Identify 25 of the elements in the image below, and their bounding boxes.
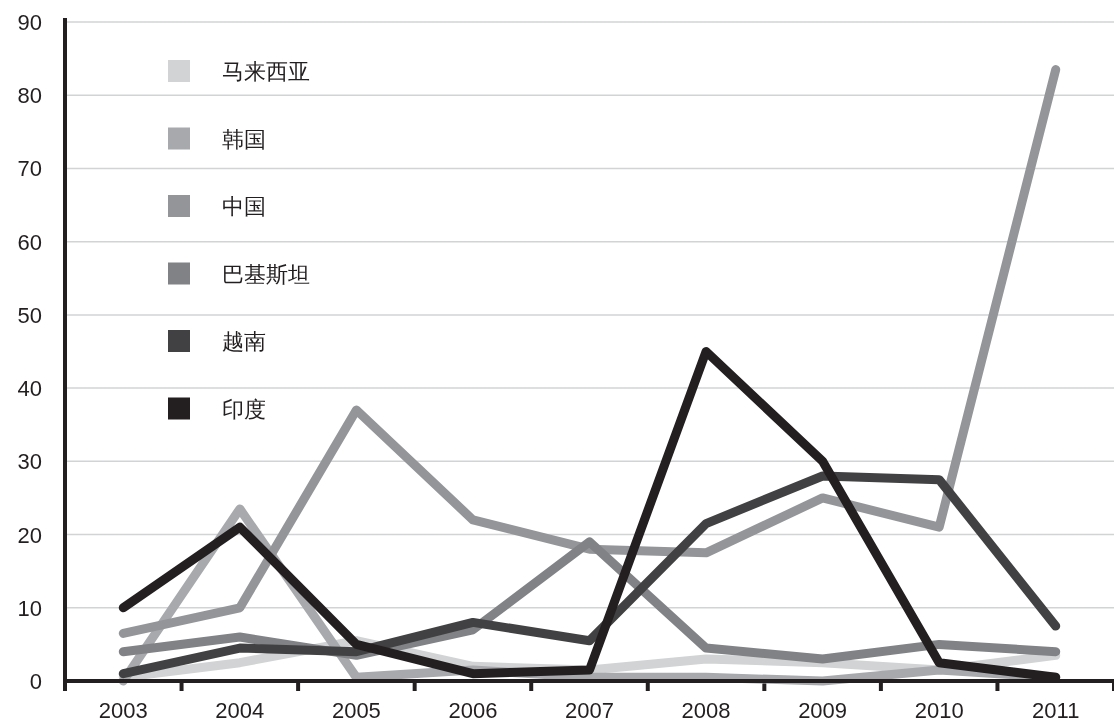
y-tick-label: 70: [17, 156, 42, 182]
legend-label: 中国: [222, 194, 266, 219]
legend-label: 韩国: [222, 126, 266, 152]
y-tick-label: 50: [17, 302, 42, 328]
x-tick-label: 2007: [565, 698, 614, 723]
x-tick-label: 2009: [798, 698, 848, 723]
x-tick-label: 2004: [215, 698, 265, 723]
legend-label: 越南: [222, 329, 266, 354]
x-tick-label: 2010: [914, 698, 964, 723]
x-tick-label: 2011: [1032, 698, 1080, 723]
x-tick-label: 2008: [681, 698, 731, 723]
legend-label: 马来西亚: [222, 59, 310, 84]
y-tick-label: 40: [17, 376, 42, 402]
y-tick-label: 0: [29, 669, 42, 694]
x-tick-label: 2005: [331, 698, 381, 723]
x-tick-label: 2006: [448, 698, 498, 723]
legend-label: 巴基斯坦: [222, 261, 310, 287]
y-tick-label: 80: [17, 83, 42, 109]
legend-label: 印度: [222, 396, 266, 422]
x-tick-label: 2003: [98, 698, 148, 723]
y-tick-label: 10: [17, 595, 42, 621]
y-tick-label: 30: [17, 449, 42, 475]
y-tick-label: 90: [17, 10, 42, 35]
y-tick-label: 20: [17, 522, 42, 548]
y-tick-label: 60: [17, 229, 42, 255]
